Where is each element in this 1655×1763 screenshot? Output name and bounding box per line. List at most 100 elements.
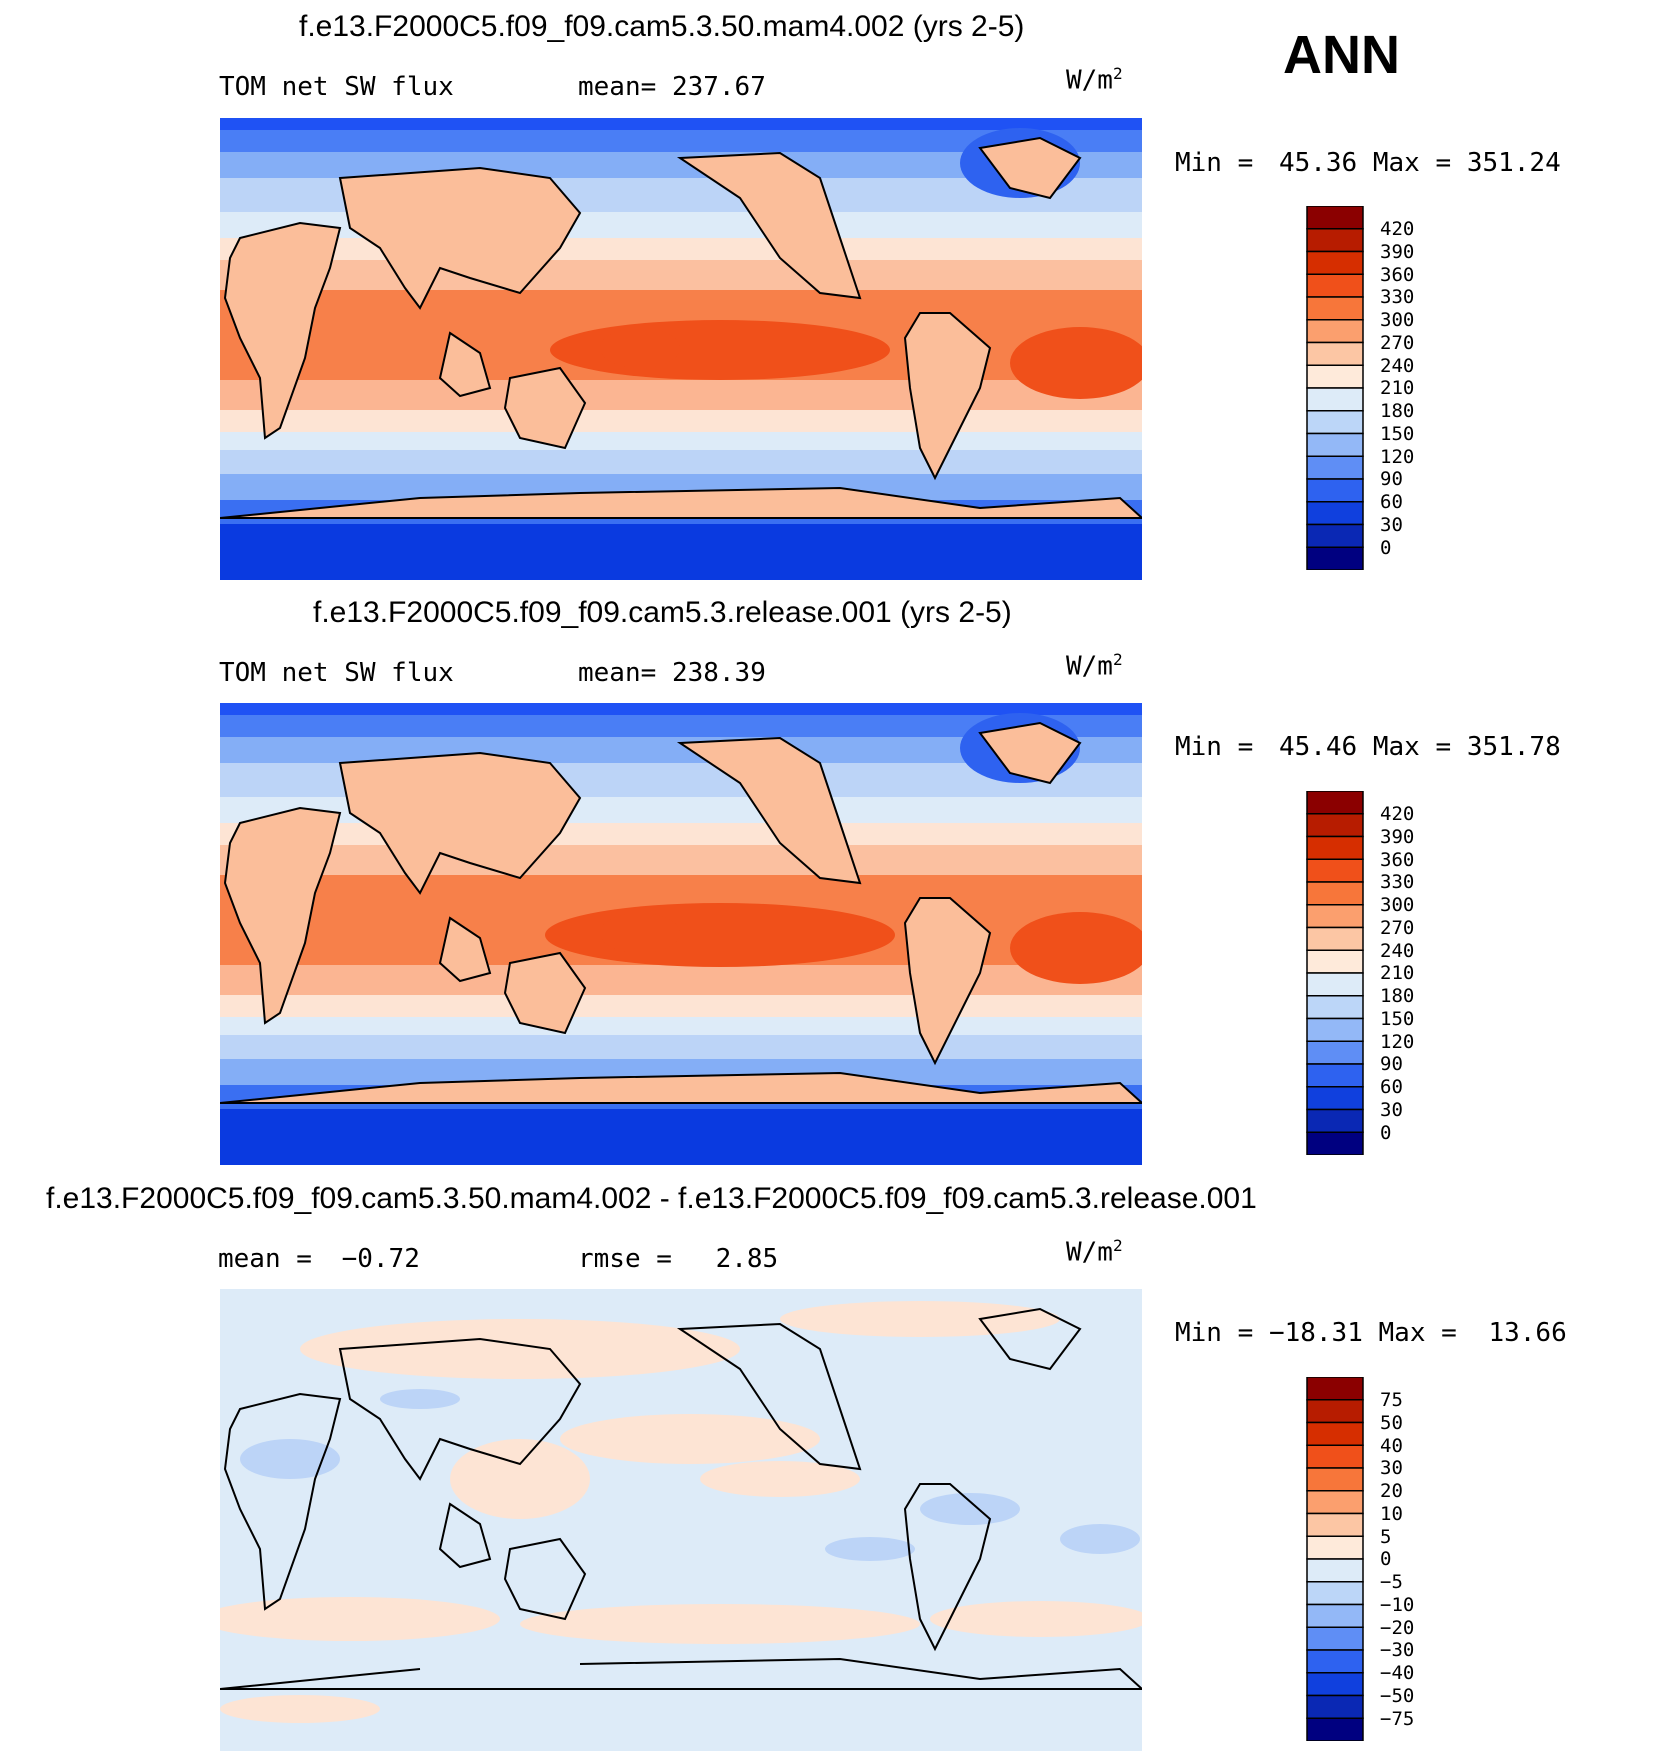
colorbar-tick-label: −40 (1380, 1662, 1415, 1684)
colorbar-tick-label: 0 (1380, 537, 1392, 559)
colorbar-swatch (1306, 813, 1364, 838)
colorbar-swatch (1306, 881, 1364, 906)
colorbar-tick-label: 180 (1380, 400, 1415, 422)
panel-2-min-label: Min = (1175, 732, 1254, 762)
colorbar-swatch (1306, 858, 1364, 883)
panel-2-continents (220, 721, 1142, 1104)
panel-3-min-label: Min = (1175, 1318, 1254, 1348)
panel-2-units: W/m2 (1066, 650, 1123, 682)
colorbar-tick-label: 210 (1380, 377, 1415, 399)
panel-1-units-exp: 2 (1112, 64, 1123, 83)
colorbar-tick-label: 0 (1380, 1548, 1392, 1570)
panel-2-min-value: 45.46 (1278, 732, 1358, 762)
colorbar-swatch (1306, 1717, 1364, 1741)
colorbar-tick-label: 5 (1380, 1526, 1392, 1548)
colorbar-swatch (1306, 1399, 1364, 1424)
colorbar-tick-label: 40 (1380, 1435, 1403, 1457)
panel-2-title: f.e13.F2000C5.f09_f09.cam5.3.release.001… (313, 596, 1012, 629)
colorbar-swatch (1306, 387, 1364, 412)
colorbar-swatch (1306, 1131, 1364, 1155)
panel-2-units-base: W/m (1066, 651, 1113, 682)
colorbar-tick-label: 150 (1380, 423, 1415, 445)
colorbar-swatch (1306, 206, 1364, 230)
panel-1-continents (220, 136, 1142, 519)
colorbar-tick-label: 30 (1380, 1457, 1403, 1479)
colorbar-swatch (1306, 1581, 1364, 1606)
panel-3-colorbar (1306, 1377, 1364, 1741)
colorbar-tick-label: 390 (1380, 241, 1415, 263)
panel-2-variable-label: TOM net SW flux (219, 658, 454, 688)
colorbar-swatch (1306, 432, 1364, 457)
colorbar-swatch (1306, 1535, 1364, 1560)
colorbar-tick-label: 150 (1380, 1008, 1415, 1030)
panel-1-units: W/m2 (1066, 64, 1123, 96)
colorbar-tick-label: 90 (1380, 1053, 1403, 1075)
panel-2-mean-value: 238.39 (671, 658, 766, 688)
panel-3-rmse-value: 2.85 (715, 1244, 779, 1274)
colorbar-tick-label: 50 (1380, 1412, 1403, 1434)
colorbar-swatch (1306, 835, 1364, 860)
colorbar-tick-label: 60 (1380, 491, 1403, 513)
colorbar-tick-label: 20 (1380, 1480, 1403, 1502)
panel-2-max-label: Max = (1372, 732, 1452, 762)
colorbar-tick-label: −20 (1380, 1617, 1415, 1639)
colorbar-swatch (1306, 1558, 1364, 1583)
season-label: ANN (1283, 25, 1400, 85)
panel-2-mean: mean= 238.39 (578, 658, 766, 688)
panel-1-max-label: Max = (1372, 148, 1452, 178)
colorbar-tick-label: 360 (1380, 849, 1415, 871)
panel-3-units-base: W/m (1066, 1237, 1113, 1268)
colorbar-swatch (1306, 1063, 1364, 1088)
colorbar-swatch (1306, 1672, 1364, 1697)
colorbar-swatch (1306, 1108, 1364, 1133)
colorbar-swatch (1306, 949, 1364, 974)
panel-3-minmax: Min = −18.31 Max = 13.66 (1175, 1318, 1567, 1348)
colorbar-swatch (1306, 364, 1364, 389)
colorbar-swatch (1306, 410, 1364, 435)
colorbar-swatch (1306, 1649, 1364, 1674)
panel-2-max-value: 351.78 (1466, 732, 1561, 762)
panel-1-map (220, 118, 1142, 580)
panel-2-units-exp: 2 (1112, 650, 1123, 669)
panel-1-min-value: 45.36 (1278, 148, 1358, 178)
panel-3-rmse: rmse = 2.85 (578, 1244, 778, 1274)
panel-1-variable-label: TOM net SW flux (219, 72, 454, 102)
colorbar-tick-label: 300 (1380, 309, 1415, 331)
colorbar-swatch (1306, 995, 1364, 1020)
panel-1-colorbar (1306, 206, 1364, 570)
colorbar-tick-label: 330 (1380, 871, 1415, 893)
colorbar-tick-label: 120 (1380, 446, 1415, 468)
colorbar-swatch (1306, 1444, 1364, 1469)
colorbar-swatch (1306, 478, 1364, 503)
colorbar-swatch (1306, 296, 1364, 321)
colorbar-tick-label: 30 (1380, 514, 1403, 536)
panel-1-mean-label: mean= (578, 72, 657, 102)
colorbar-swatch (1306, 341, 1364, 366)
colorbar-swatch (1306, 1490, 1364, 1515)
colorbar-swatch (1306, 904, 1364, 929)
colorbar-swatch (1306, 319, 1364, 344)
colorbar-swatch (1306, 1040, 1364, 1065)
panel-2-colorbar (1306, 791, 1364, 1155)
colorbar-tick-label: 270 (1380, 917, 1415, 939)
panel-1-mean-value: 237.67 (671, 72, 766, 102)
colorbar-swatch (1306, 926, 1364, 951)
colorbar-tick-label: 0 (1380, 1122, 1392, 1144)
panel-3-max-value: 13.66 (1488, 1318, 1567, 1348)
panel-3-map (220, 1289, 1142, 1751)
colorbar-swatch (1306, 546, 1364, 570)
colorbar-tick-label: 210 (1380, 962, 1415, 984)
colorbar-swatch (1306, 1017, 1364, 1042)
colorbar-swatch (1306, 228, 1364, 253)
colorbar-tick-label: 75 (1380, 1389, 1403, 1411)
panel-2-map (220, 703, 1142, 1165)
colorbar-tick-label: −10 (1380, 1594, 1415, 1616)
colorbar-tick-label: 240 (1380, 940, 1415, 962)
panel-3-units-exp: 2 (1112, 1236, 1123, 1255)
panel-1-title: f.e13.F2000C5.f09_f09.cam5.3.50.mam4.002… (299, 10, 1025, 43)
colorbar-swatch (1306, 501, 1364, 526)
colorbar-swatch (1306, 1694, 1364, 1719)
panel-1-mean: mean= 237.67 (578, 72, 766, 102)
colorbar-tick-label: 30 (1380, 1099, 1403, 1121)
colorbar-tick-label: 360 (1380, 264, 1415, 286)
